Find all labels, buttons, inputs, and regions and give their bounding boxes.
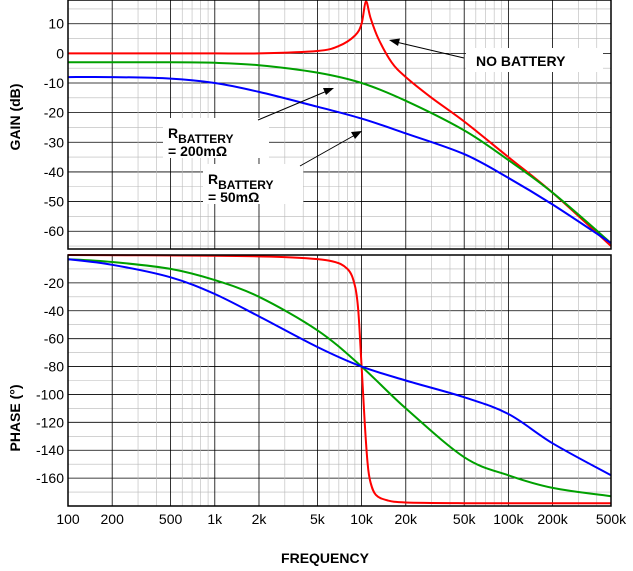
gain-y-tick-label: -40	[44, 164, 64, 180]
x-tick-label: 100	[56, 511, 80, 527]
x-tick-label: 5k	[310, 511, 326, 527]
gain-series-line-0	[68, 0, 612, 247]
phase-y-tick-label: -100	[36, 386, 64, 402]
r-200-symbol: R	[168, 125, 178, 141]
phase-series-line-2	[67, 258, 612, 477]
x-tick-label: 10k	[350, 511, 374, 527]
gain-y-tick-label: 0	[56, 45, 64, 61]
gain-series	[67, 0, 612, 247]
gain-frame	[67, 0, 612, 250]
phase-y-tick-label: -160	[36, 470, 64, 486]
x-tick-label: 1k	[207, 511, 223, 527]
gain-y-tick-label: 10	[48, 16, 64, 32]
r-50-annotation: RBATTERY = 50mΩ	[203, 131, 362, 205]
phase-y-tick-label: -20	[44, 275, 64, 291]
r-200-value: = 200mΩ	[168, 143, 227, 159]
gain-series-line-1	[67, 61, 612, 244]
phase-frame	[67, 254, 612, 507]
gain-y-axis-title: GAIN (dB)	[7, 84, 23, 151]
gain-panel: 10 0 -10 -20 -30 -40 -50 -60 GAIN (dB)	[7, 0, 612, 250]
r-200-arrow	[257, 90, 328, 121]
phase-series-line-1	[67, 258, 612, 498]
r-200-arrowhead	[323, 88, 334, 95]
r-50-value: = 50mΩ	[208, 189, 259, 205]
r-200-annotation: RBATTERY = 200mΩ	[163, 88, 334, 159]
x-tick-label: 100k	[493, 511, 524, 527]
x-tick-label: 50k	[453, 511, 477, 527]
phase-series-line-0	[67, 254, 611, 505]
gain-y-tick-label: -20	[44, 105, 64, 121]
phase-series	[67, 254, 612, 505]
x-tick-label: 200k	[537, 511, 568, 527]
phase-y-tick-label: -120	[36, 414, 64, 430]
no-battery-label: NO BATTERY	[476, 53, 566, 69]
gain-series-line-2	[67, 75, 612, 244]
r-50-arrow	[299, 134, 356, 167]
r-50-symbol: R	[208, 171, 218, 187]
gain-y-tick-label: -30	[44, 134, 64, 150]
r-50-subscript: BATTERY	[218, 178, 273, 192]
gain-y-tick-label: -50	[44, 194, 64, 210]
phase-y-axis-title: PHASE (°)	[7, 384, 23, 451]
gain-y-ticks: 10 0 -10 -20 -30 -40 -50 -60	[44, 16, 64, 239]
x-tick-label: 2k	[252, 511, 268, 527]
svg-text:RBATTERY: RBATTERY	[208, 171, 273, 192]
phase-y-tick-label: -60	[44, 331, 64, 347]
x-ticks: 100 200 500 1k 2k 5k 10k 20k 50k 100k 200k 500k	[56, 511, 627, 527]
r-200-subscript: BATTERY	[178, 132, 233, 146]
x-axis-title: FREQUENCY	[281, 550, 370, 566]
phase-y-tick-label: -140	[36, 442, 64, 458]
no-battery-annotation: NO BATTERY	[389, 38, 603, 72]
x-tick-label: 200	[101, 511, 125, 527]
gain-y-tick-label: -10	[44, 75, 64, 91]
x-tick-label: 20k	[394, 511, 418, 527]
phase-y-tick-label: -40	[44, 303, 64, 319]
phase-y-tick-label: -80	[44, 359, 64, 375]
gain-plot-area	[68, 0, 611, 249]
svg-text:RBATTERY: RBATTERY	[168, 125, 233, 146]
phase-panel: -20 -40 -60 -80 -100 -120 -140 -160 PHASE (°)	[7, 254, 612, 507]
phase-y-ticks: -20 -40 -60 -80 -100 -120 -140 -160	[36, 275, 64, 486]
x-tick-label: 500	[159, 511, 183, 527]
no-battery-arrow	[395, 41, 465, 59]
x-tick-label: 500k	[596, 511, 627, 527]
no-battery-arrowhead	[389, 38, 400, 46]
r-50-arrowhead	[351, 131, 362, 139]
gain-y-tick-label: -60	[44, 223, 64, 239]
